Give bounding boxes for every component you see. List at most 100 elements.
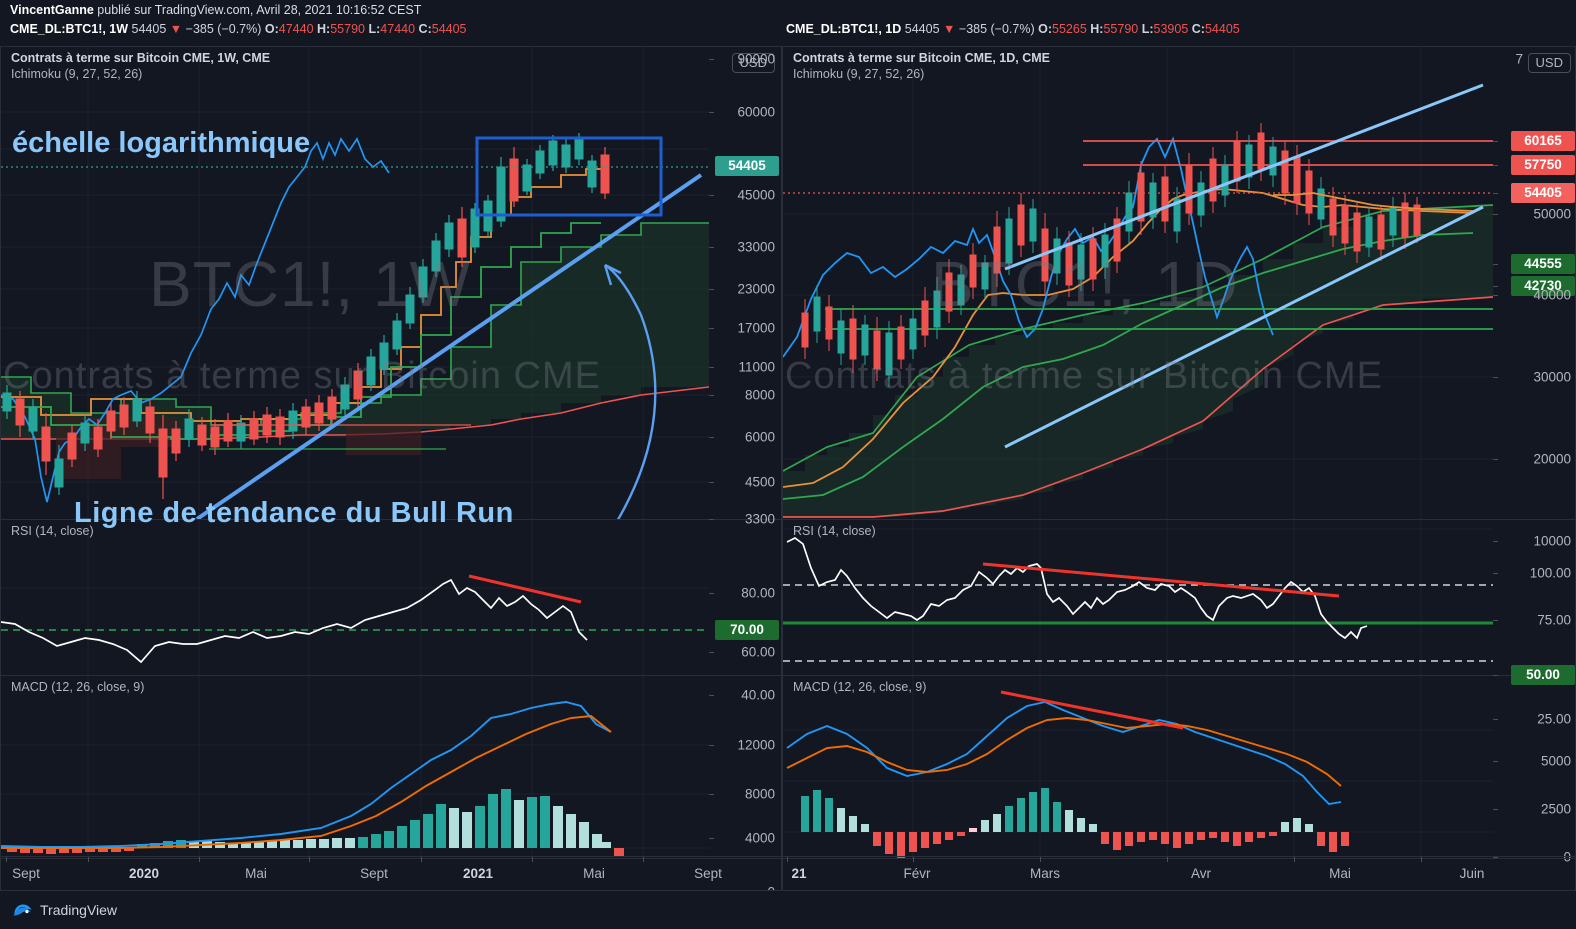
daily-macd-plot[interactable]: MACD (12, 26, close, 9) [783, 676, 1493, 858]
weekly-macd-tick-4000: 4000 [744, 830, 775, 846]
daily-price-plot[interactable]: BTC1!, 1D Contrats à terme sur Bitcoin C… [783, 47, 1493, 519]
chart-panel-weekly[interactable]: BTC1!, 1W Contrats à terme sur Bitcoin C… [0, 46, 782, 891]
weekly-annotation-arrowhead [603, 263, 622, 286]
right-open-value: 55265 [1052, 22, 1087, 36]
daily-macd-signal-line [786, 717, 1342, 787]
weekly-time-sept-2021: Sept [694, 866, 722, 881]
daily-time-fevr: Févr [903, 866, 931, 881]
daily-rsi-svg [783, 520, 1493, 675]
weekly-macd-tick-12000: 12000 [737, 737, 775, 753]
publisher-name: VincentGanne [10, 3, 94, 17]
weekly-tenkan-line [1, 168, 601, 422]
weekly-pane-divider-3 [1, 858, 781, 859]
weekly-rsi-tick-60: 60.00 [741, 644, 775, 660]
right-symbol: CME_DL:BTC1!, 1D [786, 22, 902, 36]
weekly-macd-plot[interactable]: MACD (12, 26, close, 9) [1, 676, 709, 858]
annotation-bullrun-trendline: Ligne de tendance du Bull Run [74, 497, 514, 529]
weekly-time-mai-2020: Mai [245, 866, 267, 881]
weekly-tick-8000: 8000 [744, 387, 775, 403]
daily-currency-prefix: 7 [1515, 51, 1523, 67]
daily-support-badge-44555: 44555 [1511, 254, 1575, 274]
left-change-arrow-icon: ▼ [169, 22, 183, 36]
daily-price-axis[interactable]: USD 7 60165 57750 54405 50000 44555 4273… [1493, 47, 1575, 890]
left-high-value: 55790 [330, 22, 365, 36]
weekly-price-plot[interactable]: BTC1!, 1W Contrats à terme sur Bitcoin C… [1, 47, 709, 519]
daily-macd-line [786, 701, 1342, 806]
publisher-line: VincentGanne publié sur TradingView.com,… [10, 3, 421, 17]
right-change: −385 (−0.7%) [958, 22, 1035, 36]
weekly-tick-60000: 60000 [737, 104, 775, 120]
daily-current-price-badge: 54405 [1511, 183, 1575, 203]
right-last-price: 54405 [904, 22, 940, 36]
daily-channel-upper [1004, 83, 1484, 271]
daily-tick-50000: 50000 [1533, 206, 1571, 222]
weekly-rsi-svg [1, 520, 709, 675]
daily-macd-divergence-line [1000, 690, 1184, 730]
weekly-tick-4500: 4500 [744, 474, 775, 490]
footer-bar: TradingView [0, 891, 1576, 929]
daily-macd-histogram [801, 788, 1349, 858]
daily-rsi-tick-25: 25.00 [1537, 711, 1571, 727]
weekly-tick-17000: 17000 [737, 320, 775, 336]
left-close-key: C: [418, 22, 432, 36]
daily-resistance-badge-57750: 57750 [1511, 155, 1575, 175]
daily-time-juin: Juin [1459, 866, 1485, 881]
daily-rsi-level-badge: 50.00 [1511, 665, 1575, 685]
right-high-value: 55790 [1103, 22, 1139, 36]
weekly-annotation-arrow [604, 264, 657, 519]
weekly-time-mai-2021: Mai [583, 866, 605, 881]
weekly-macd-signal-line [1, 715, 612, 849]
daily-tick-20000: 20000 [1533, 451, 1571, 467]
daily-tick-10000: 10000 [1533, 533, 1571, 549]
left-low-value: 47440 [380, 22, 416, 36]
daily-rsi-plot[interactable]: RSI (14, close) [783, 520, 1493, 675]
left-open-key: O: [264, 22, 279, 36]
weekly-tick-6000: 6000 [744, 429, 775, 445]
weekly-chikou-line [1, 137, 390, 503]
daily-time-mai: Mai [1329, 866, 1351, 881]
left-change: −385 (−0.7%) [185, 22, 262, 36]
left-high-key: H: [317, 22, 331, 36]
left-quote-line: CME_DL:BTC1!, 1W 54405 ▼ −385 (−0.7%) O:… [10, 22, 467, 36]
chart-panel-daily[interactable]: BTC1!, 1D Contrats à terme sur Bitcoin C… [782, 46, 1576, 891]
weekly-time-axis[interactable]: Sept 2020 Mai Sept 2021 Mai Sept [1, 856, 781, 890]
weekly-price-svg [1, 47, 709, 519]
daily-pane-divider-2 [783, 675, 1575, 676]
daily-macd-tick-2500: 2500 [1540, 801, 1571, 817]
daily-time-mars: Mars [1030, 866, 1060, 881]
publisher-meta: publié sur TradingView.com, Avril 28, 20… [93, 3, 422, 17]
weekly-highlight-rectangle [475, 136, 663, 217]
left-symbol: CME_DL:BTC1!, 1W [10, 22, 129, 36]
right-high-key: H: [1090, 22, 1104, 36]
weekly-tick-33000: 33000 [737, 239, 775, 255]
weekly-tick-23000: 23000 [737, 281, 775, 297]
daily-tick-30000: 30000 [1533, 369, 1571, 385]
daily-chikou-line [783, 136, 1274, 358]
daily-macd-tick-0: 0 [1563, 849, 1571, 865]
weekly-rsi-tick-80: 80.00 [741, 585, 775, 601]
daily-pane-divider-3 [783, 858, 1575, 859]
daily-price-svg [783, 47, 1493, 519]
weekly-rsi-plot[interactable]: RSI (14, close) [1, 520, 709, 675]
daily-macd-svg [783, 676, 1493, 858]
tradingview-logo-icon[interactable] [12, 901, 34, 919]
daily-pane-divider-1 [783, 519, 1575, 520]
weekly-rsi-line [1, 578, 588, 664]
daily-time-axis[interactable]: 21 Févr Mars Avr Mai Juin [783, 856, 1575, 890]
weekly-price-axis[interactable]: USD 90000 60000 45000 33000 23000 17000 … [709, 47, 781, 890]
right-low-value: 53905 [1153, 22, 1189, 36]
daily-time-21: 21 [791, 866, 807, 881]
daily-rsi-tick-75: 75.00 [1537, 612, 1571, 628]
daily-time-avr: Avr [1190, 866, 1212, 881]
daily-tenkan-tail [1273, 192, 1474, 212]
left-low-key: L: [368, 22, 381, 36]
weekly-candles [2, 133, 610, 499]
daily-macd-tick-5000: 5000 [1540, 753, 1571, 769]
tradingview-brand-label: TradingView [40, 902, 118, 918]
weekly-rsi-level-badge: 70.00 [715, 620, 779, 640]
weekly-macd-tick-0: 0 [767, 885, 775, 891]
left-open-value: 47440 [278, 22, 314, 36]
right-open-key: O: [1038, 22, 1053, 36]
right-close-value: 54405 [1204, 22, 1240, 36]
credit-bar: VincentGanne publié sur TradingView.com,… [0, 0, 1576, 46]
